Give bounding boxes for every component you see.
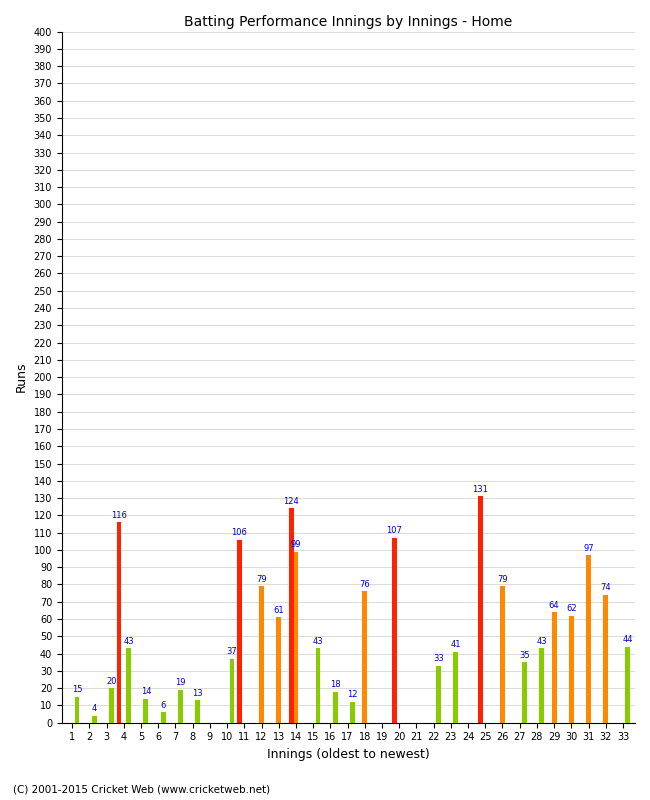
Text: 79: 79 (497, 574, 508, 584)
Bar (316, 649, 320, 722)
Bar (92, 716, 97, 722)
Text: 41: 41 (450, 640, 461, 650)
Text: 97: 97 (583, 543, 594, 553)
Text: 43: 43 (124, 637, 134, 646)
Text: 19: 19 (175, 678, 185, 687)
Bar (522, 662, 527, 722)
Bar (392, 538, 396, 722)
Text: 61: 61 (274, 606, 284, 614)
Bar (109, 688, 114, 722)
Bar (625, 646, 630, 722)
Text: 62: 62 (566, 604, 577, 613)
Text: 124: 124 (283, 497, 299, 506)
Bar (276, 618, 281, 722)
Text: 35: 35 (519, 650, 530, 660)
Text: 15: 15 (72, 686, 83, 694)
Bar (603, 595, 608, 722)
Text: 99: 99 (291, 540, 301, 549)
Bar (144, 698, 148, 722)
Bar (586, 555, 591, 722)
Text: 43: 43 (536, 637, 547, 646)
Bar (333, 692, 337, 722)
Text: 106: 106 (231, 528, 248, 537)
Text: 18: 18 (330, 680, 341, 689)
Bar (229, 658, 235, 722)
Text: 76: 76 (359, 580, 370, 589)
Text: 116: 116 (111, 510, 127, 520)
Bar (569, 615, 574, 722)
Text: (C) 2001-2015 Cricket Web (www.cricketweb.net): (C) 2001-2015 Cricket Web (www.cricketwe… (13, 784, 270, 794)
Text: 64: 64 (549, 601, 560, 610)
Text: 33: 33 (433, 654, 444, 663)
Bar (294, 552, 298, 722)
Text: 13: 13 (192, 689, 203, 698)
Bar (500, 586, 505, 722)
Text: 44: 44 (623, 635, 633, 644)
Bar (161, 712, 166, 722)
Bar (237, 539, 242, 722)
Text: 4: 4 (92, 704, 97, 714)
Y-axis label: Runs: Runs (15, 362, 28, 392)
Text: 6: 6 (161, 701, 166, 710)
Bar (363, 591, 367, 722)
Bar (478, 496, 483, 722)
Bar (350, 702, 355, 722)
Bar (259, 586, 264, 722)
Title: Batting Performance Innings by Innings - Home: Batting Performance Innings by Innings -… (185, 15, 513, 29)
Bar (178, 690, 183, 722)
Text: 131: 131 (473, 485, 488, 494)
Bar (436, 666, 441, 722)
X-axis label: Innings (oldest to newest): Innings (oldest to newest) (267, 748, 430, 761)
Bar (126, 649, 131, 722)
Text: 79: 79 (256, 574, 267, 584)
Bar (75, 697, 79, 722)
Bar (116, 522, 122, 722)
Text: 20: 20 (106, 677, 117, 686)
Text: 37: 37 (227, 647, 237, 656)
Bar (289, 509, 294, 722)
Text: 12: 12 (347, 690, 358, 699)
Text: 14: 14 (140, 687, 151, 696)
Bar (195, 700, 200, 722)
Text: 43: 43 (313, 637, 323, 646)
Bar (540, 649, 544, 722)
Text: 74: 74 (601, 583, 611, 592)
Bar (552, 612, 556, 722)
Text: 107: 107 (387, 526, 402, 535)
Bar (453, 652, 458, 722)
